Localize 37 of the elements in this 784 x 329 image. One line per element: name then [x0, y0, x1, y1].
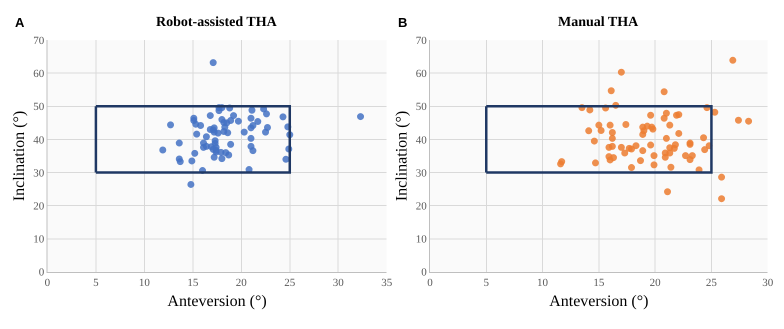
y-axis-title: Inclination (°) [11, 110, 28, 202]
y-tick-label: 10 [416, 234, 428, 246]
y-tick-label: 0 [421, 266, 428, 279]
y-tick-label: 50 [416, 101, 428, 114]
x-axis-title: Anteversion (°) [549, 292, 648, 310]
x-tick-label: 25 [706, 277, 718, 290]
y-tick-label: 70 [33, 34, 45, 47]
y-tick-label: 30 [33, 167, 45, 180]
x-tick-label: 30 [762, 277, 774, 290]
y-tick-label: 70 [416, 34, 428, 47]
x-tick-label: 35 [381, 277, 393, 290]
y-tick-label: 60 [33, 68, 45, 80]
x-tick-label: 5 [484, 277, 490, 290]
chart-title: Manual THA [558, 15, 640, 30]
y-tick-label: 40 [416, 134, 428, 146]
x-tick-label: 20 [650, 277, 662, 290]
x-axis-title: Anteversion (°) [167, 292, 267, 310]
x-tick-label: 10 [537, 277, 549, 290]
y-tick-label: 10 [33, 234, 45, 246]
x-tick-label: 10 [138, 277, 150, 290]
text: A [15, 15, 25, 30]
x-tick-label: 15 [593, 277, 605, 290]
x-tick-label: 5 [93, 277, 100, 290]
y-tick-label: 40 [33, 134, 45, 146]
x-tick-label: 25 [284, 277, 296, 290]
y-tick-label: 20 [416, 200, 428, 212]
y-tick-label: 60 [416, 68, 428, 80]
y-tick-label: 50 [33, 101, 45, 114]
x-tick-label: 15 [187, 277, 199, 290]
x-tick-label: 20 [236, 277, 248, 290]
x-tick-label: 30 [332, 277, 344, 290]
y-tick-label: 30 [416, 167, 428, 180]
text: B [398, 15, 408, 30]
chart-title: Robot-assisted THA [156, 15, 278, 30]
y-axis-title: Inclination (°) [394, 110, 411, 202]
y-tick-label: 20 [33, 200, 45, 212]
y-tick-label: 0 [38, 266, 45, 279]
